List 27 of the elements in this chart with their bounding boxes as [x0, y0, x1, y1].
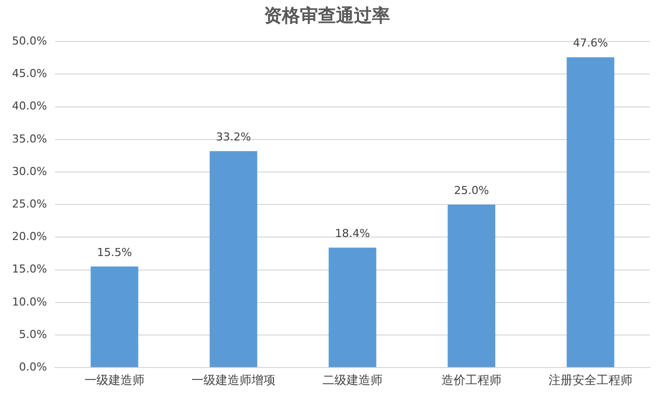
bar: [210, 151, 258, 368]
x-tick-label: 一级建造师: [84, 372, 144, 387]
data-label: 15.5%: [96, 246, 132, 259]
y-tick-label: 50.0%: [12, 34, 47, 48]
y-tick-label: 40.0%: [12, 100, 47, 113]
y-tick-label: 35.0%: [12, 132, 47, 146]
chart-title: 资格审查通过率: [264, 5, 390, 26]
data-label: 47.6%: [573, 36, 608, 50]
x-tick-label: 注册安全工程师: [548, 372, 632, 387]
y-tick-label: 45.0%: [12, 67, 47, 80]
y-tick-label: 15.0%: [12, 262, 47, 276]
y-tick-label: 10.0%: [12, 295, 47, 308]
data-label: 25.0%: [454, 184, 489, 197]
y-tick-label: 30.0%: [12, 164, 47, 178]
data-label: 33.2%: [216, 130, 251, 144]
bar: [448, 204, 496, 368]
bar: [566, 57, 614, 368]
y-tick-label: 5.0%: [18, 328, 47, 341]
bar: [328, 248, 376, 368]
y-tick-label: 20.0%: [12, 230, 47, 244]
y-tick-label: 0.0%: [18, 360, 47, 374]
bar: [90, 266, 138, 368]
x-tick-label: 二级建造师: [322, 372, 382, 387]
x-tick-label: 造价工程师: [441, 372, 502, 387]
y-tick-label: 25.0%: [12, 197, 47, 210]
x-tick-label: 一级建造师增项: [191, 372, 276, 387]
data-label: 18.4%: [334, 226, 370, 240]
